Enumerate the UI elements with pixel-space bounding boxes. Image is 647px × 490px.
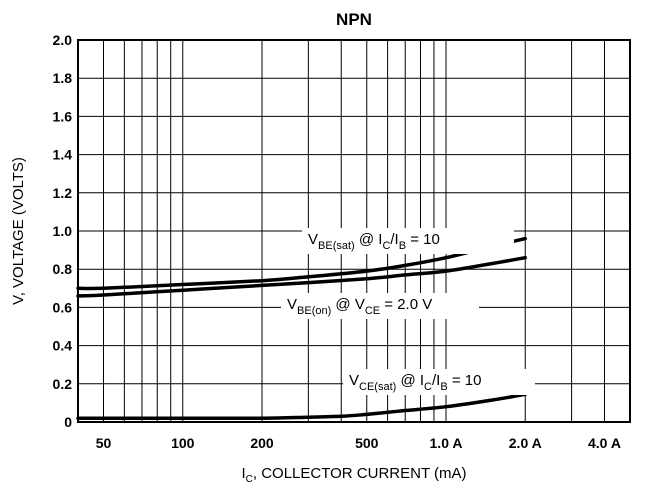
x-tick-label: 1.0 A	[430, 435, 463, 451]
y-tick-label: 0.8	[53, 261, 73, 277]
x-tick-label: 200	[250, 435, 274, 451]
y-tick-label: 1.0	[53, 223, 73, 239]
y-tick-label: 0.2	[53, 376, 73, 392]
vbe-sat-label-part: C	[382, 240, 390, 252]
chart-title: NPN	[336, 10, 372, 29]
x-axis-label-rest: , COLLECTOR CURRENT (mA)	[253, 465, 467, 482]
vbe-on-label: VBE(on) @ VCE = 2.0 V	[287, 296, 432, 317]
vce-sat-label-part: B	[440, 381, 447, 393]
vce-sat-label-part: = 10	[448, 372, 482, 389]
vbe-on-label-part: BE(on)	[297, 305, 331, 317]
y-axis-label: V, VOLTAGE (VOLTS)	[10, 157, 27, 305]
x-tick-label: 50	[96, 435, 112, 451]
vbe-sat-label: VBE(sat) @ IC/IB = 10	[308, 231, 440, 252]
y-tick-label: 0.4	[53, 338, 73, 354]
vbe-on-label-part: @ V	[331, 296, 365, 313]
vce-sat-label: VCE(sat) @ IC/IB = 10	[349, 372, 481, 393]
vbe-sat-label-part: /I	[390, 231, 398, 248]
vce-sat-curve	[76, 392, 527, 420]
vbe-on-label-part: = 2.0 V	[380, 296, 432, 313]
vce-sat-label-part: /I	[432, 372, 440, 389]
vce-sat-label-part: CE(sat)	[359, 381, 396, 393]
x-axis-label-sub: C	[246, 474, 253, 485]
vbe-on-label-part: V	[287, 296, 297, 313]
x-tick-label: 4.0 A	[588, 435, 621, 451]
y-tick-label: 1.6	[53, 108, 73, 124]
vbe-on-label-part: CE	[365, 305, 380, 317]
vce-sat-label-part: V	[349, 372, 359, 389]
vbe-on-curve	[76, 255, 527, 298]
y-tick-label: 2.0	[53, 32, 73, 48]
y-tick-label: 0.6	[53, 299, 73, 315]
vbe-sat-label-part: V	[308, 231, 318, 248]
vbe-sat-label-bg	[302, 228, 514, 254]
vce-sat-label-part: C	[424, 381, 432, 393]
vbe-sat-label-part: B	[399, 240, 406, 252]
vbe-sat-label-part: BE(sat)	[318, 240, 355, 252]
vce-sat-label-part: @ I	[396, 372, 424, 389]
y-tick-label: 0	[64, 414, 72, 430]
x-tick-label: 500	[355, 435, 379, 451]
y-tick-label: 1.8	[53, 70, 73, 86]
vce-sat-label-bg	[343, 369, 535, 395]
y-tick-label: 1.2	[53, 185, 73, 201]
y-tick-label: 1.4	[53, 147, 73, 163]
x-tick-label: 2.0 A	[509, 435, 542, 451]
x-tick-label: 100	[171, 435, 195, 451]
vbe-on-label-bg	[281, 293, 479, 319]
vbe-sat-label-part: = 10	[406, 231, 440, 248]
vbe-sat-label-part: @ I	[355, 231, 383, 248]
x-axis-label: IC, COLLECTOR CURRENT (mA)	[241, 465, 466, 485]
tick-labels: 0 0.2 0.4 0.6 0.8 1.0 1.2 1.4 1.6 1.8 2.0 50 100 200 5…	[53, 32, 621, 451]
x-axis-label-main: I	[241, 465, 245, 482]
plot-frame	[77, 39, 631, 423]
